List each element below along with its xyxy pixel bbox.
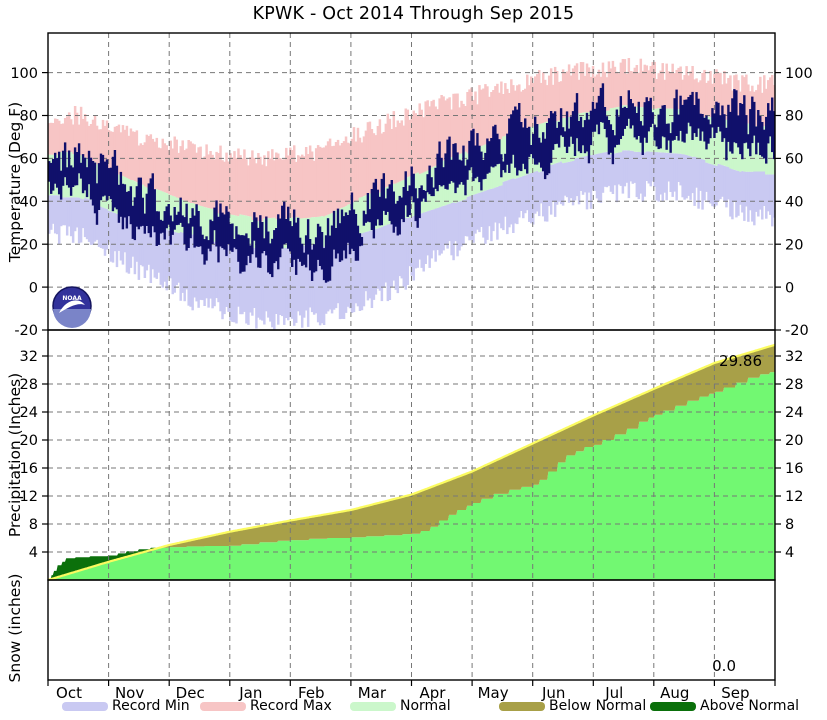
y-tick-label: 80 xyxy=(20,109,38,125)
x-tick-label: Apr xyxy=(420,684,447,702)
y-tick-label: 80 xyxy=(785,109,803,125)
temperature-observed-bars xyxy=(48,83,776,283)
y-tick-label: 20 xyxy=(20,433,38,449)
normal-swatch xyxy=(350,701,396,711)
legend-item-label: Above Normal xyxy=(700,698,800,714)
x-tick-label: Mar xyxy=(358,684,387,702)
y-tick-label: 12 xyxy=(20,489,38,505)
panel-borders xyxy=(47,32,776,681)
x-tick-label: Oct xyxy=(56,684,82,702)
y-tick-label: 4 xyxy=(785,545,794,561)
legend-item-above-normal: Above Normal xyxy=(650,698,799,714)
y-tick-label: 20 xyxy=(785,237,803,253)
x-tick-label: Dec xyxy=(176,684,205,702)
y-tick-label: -20 xyxy=(785,323,809,339)
y-tick-label: 40 xyxy=(20,195,38,211)
y-tick-label: 16 xyxy=(785,461,803,477)
record-min-swatch xyxy=(62,701,108,711)
y-tick-label: -20 xyxy=(14,323,38,339)
x-tick-label: Jul xyxy=(604,684,623,702)
y-tick-label: 16 xyxy=(20,461,38,477)
y-tick-label: 28 xyxy=(785,377,803,393)
x-tick-labels: Oct Nov Dec Jan Feb Mar Apr May Jun Jul Aug Sep xyxy=(56,684,750,702)
legend-item-record-min: Record Min xyxy=(62,698,190,714)
x-tick-label: Nov xyxy=(115,684,144,702)
legend-item-label: Record Max xyxy=(250,698,332,714)
y-tick-labels: 100 100 80 80 60 60 40 40 20 20 0 0 -20 -20 32 32 28 28 24… xyxy=(10,66,812,561)
y-tick-label: 100 xyxy=(785,66,813,82)
y-tick-label: 28 xyxy=(20,377,38,393)
record-max-swatch xyxy=(200,701,246,711)
x-tick-label: Sep xyxy=(721,684,749,702)
noaa-logo: NOAA xyxy=(52,286,92,328)
y-tick-label: 12 xyxy=(785,489,803,505)
precip-total-value: 29.86 xyxy=(719,352,762,370)
legend-item-record-max: Record Max xyxy=(200,698,332,714)
y-tick-label: 24 xyxy=(785,405,803,421)
svg-text:NOAA: NOAA xyxy=(62,295,82,302)
y-tick-label: 4 xyxy=(29,545,38,561)
y-tick-label: 0 xyxy=(29,280,38,296)
y-tick-label: 32 xyxy=(20,349,38,365)
y-tick-label: 8 xyxy=(29,517,38,533)
y-tick-label: 8 xyxy=(785,517,794,533)
legend-item-label: Below Normal xyxy=(549,698,647,714)
x-tick-label: Feb xyxy=(298,684,325,702)
y-tick-label: 20 xyxy=(785,433,803,449)
legend-item-normal: Normal xyxy=(350,698,451,714)
legend-item-label: Record Min xyxy=(112,698,190,714)
page-title: KPWK - Oct 2014 Through Sep 2015 xyxy=(252,4,575,24)
y-tick-label: 24 xyxy=(20,405,38,421)
y-tick-label: 32 xyxy=(785,349,803,365)
y-tick-label: 0 xyxy=(785,280,794,296)
x-tick-label: Jun xyxy=(541,684,565,702)
y-tick-label: 60 xyxy=(20,152,38,168)
temperature-record-band xyxy=(48,58,776,330)
x-tick-label: Aug xyxy=(660,684,689,702)
precip-normal-line xyxy=(47,343,776,582)
y-tick-label: 100 xyxy=(10,66,38,82)
legend-item-label: Normal xyxy=(400,698,451,714)
above-normal-swatch xyxy=(650,701,696,711)
axis-ticks xyxy=(42,71,781,686)
below-normal-swatch xyxy=(499,701,545,711)
snow-total-value: 0.0 xyxy=(712,657,736,675)
legend-item-below-normal: Below Normal xyxy=(499,698,646,714)
y-tick-label: 40 xyxy=(785,195,803,211)
y-tick-label: 20 xyxy=(20,237,38,253)
x-tick-label: Jan xyxy=(238,684,262,702)
x-tick-label: May xyxy=(478,684,509,702)
y-tick-label: 60 xyxy=(785,152,803,168)
